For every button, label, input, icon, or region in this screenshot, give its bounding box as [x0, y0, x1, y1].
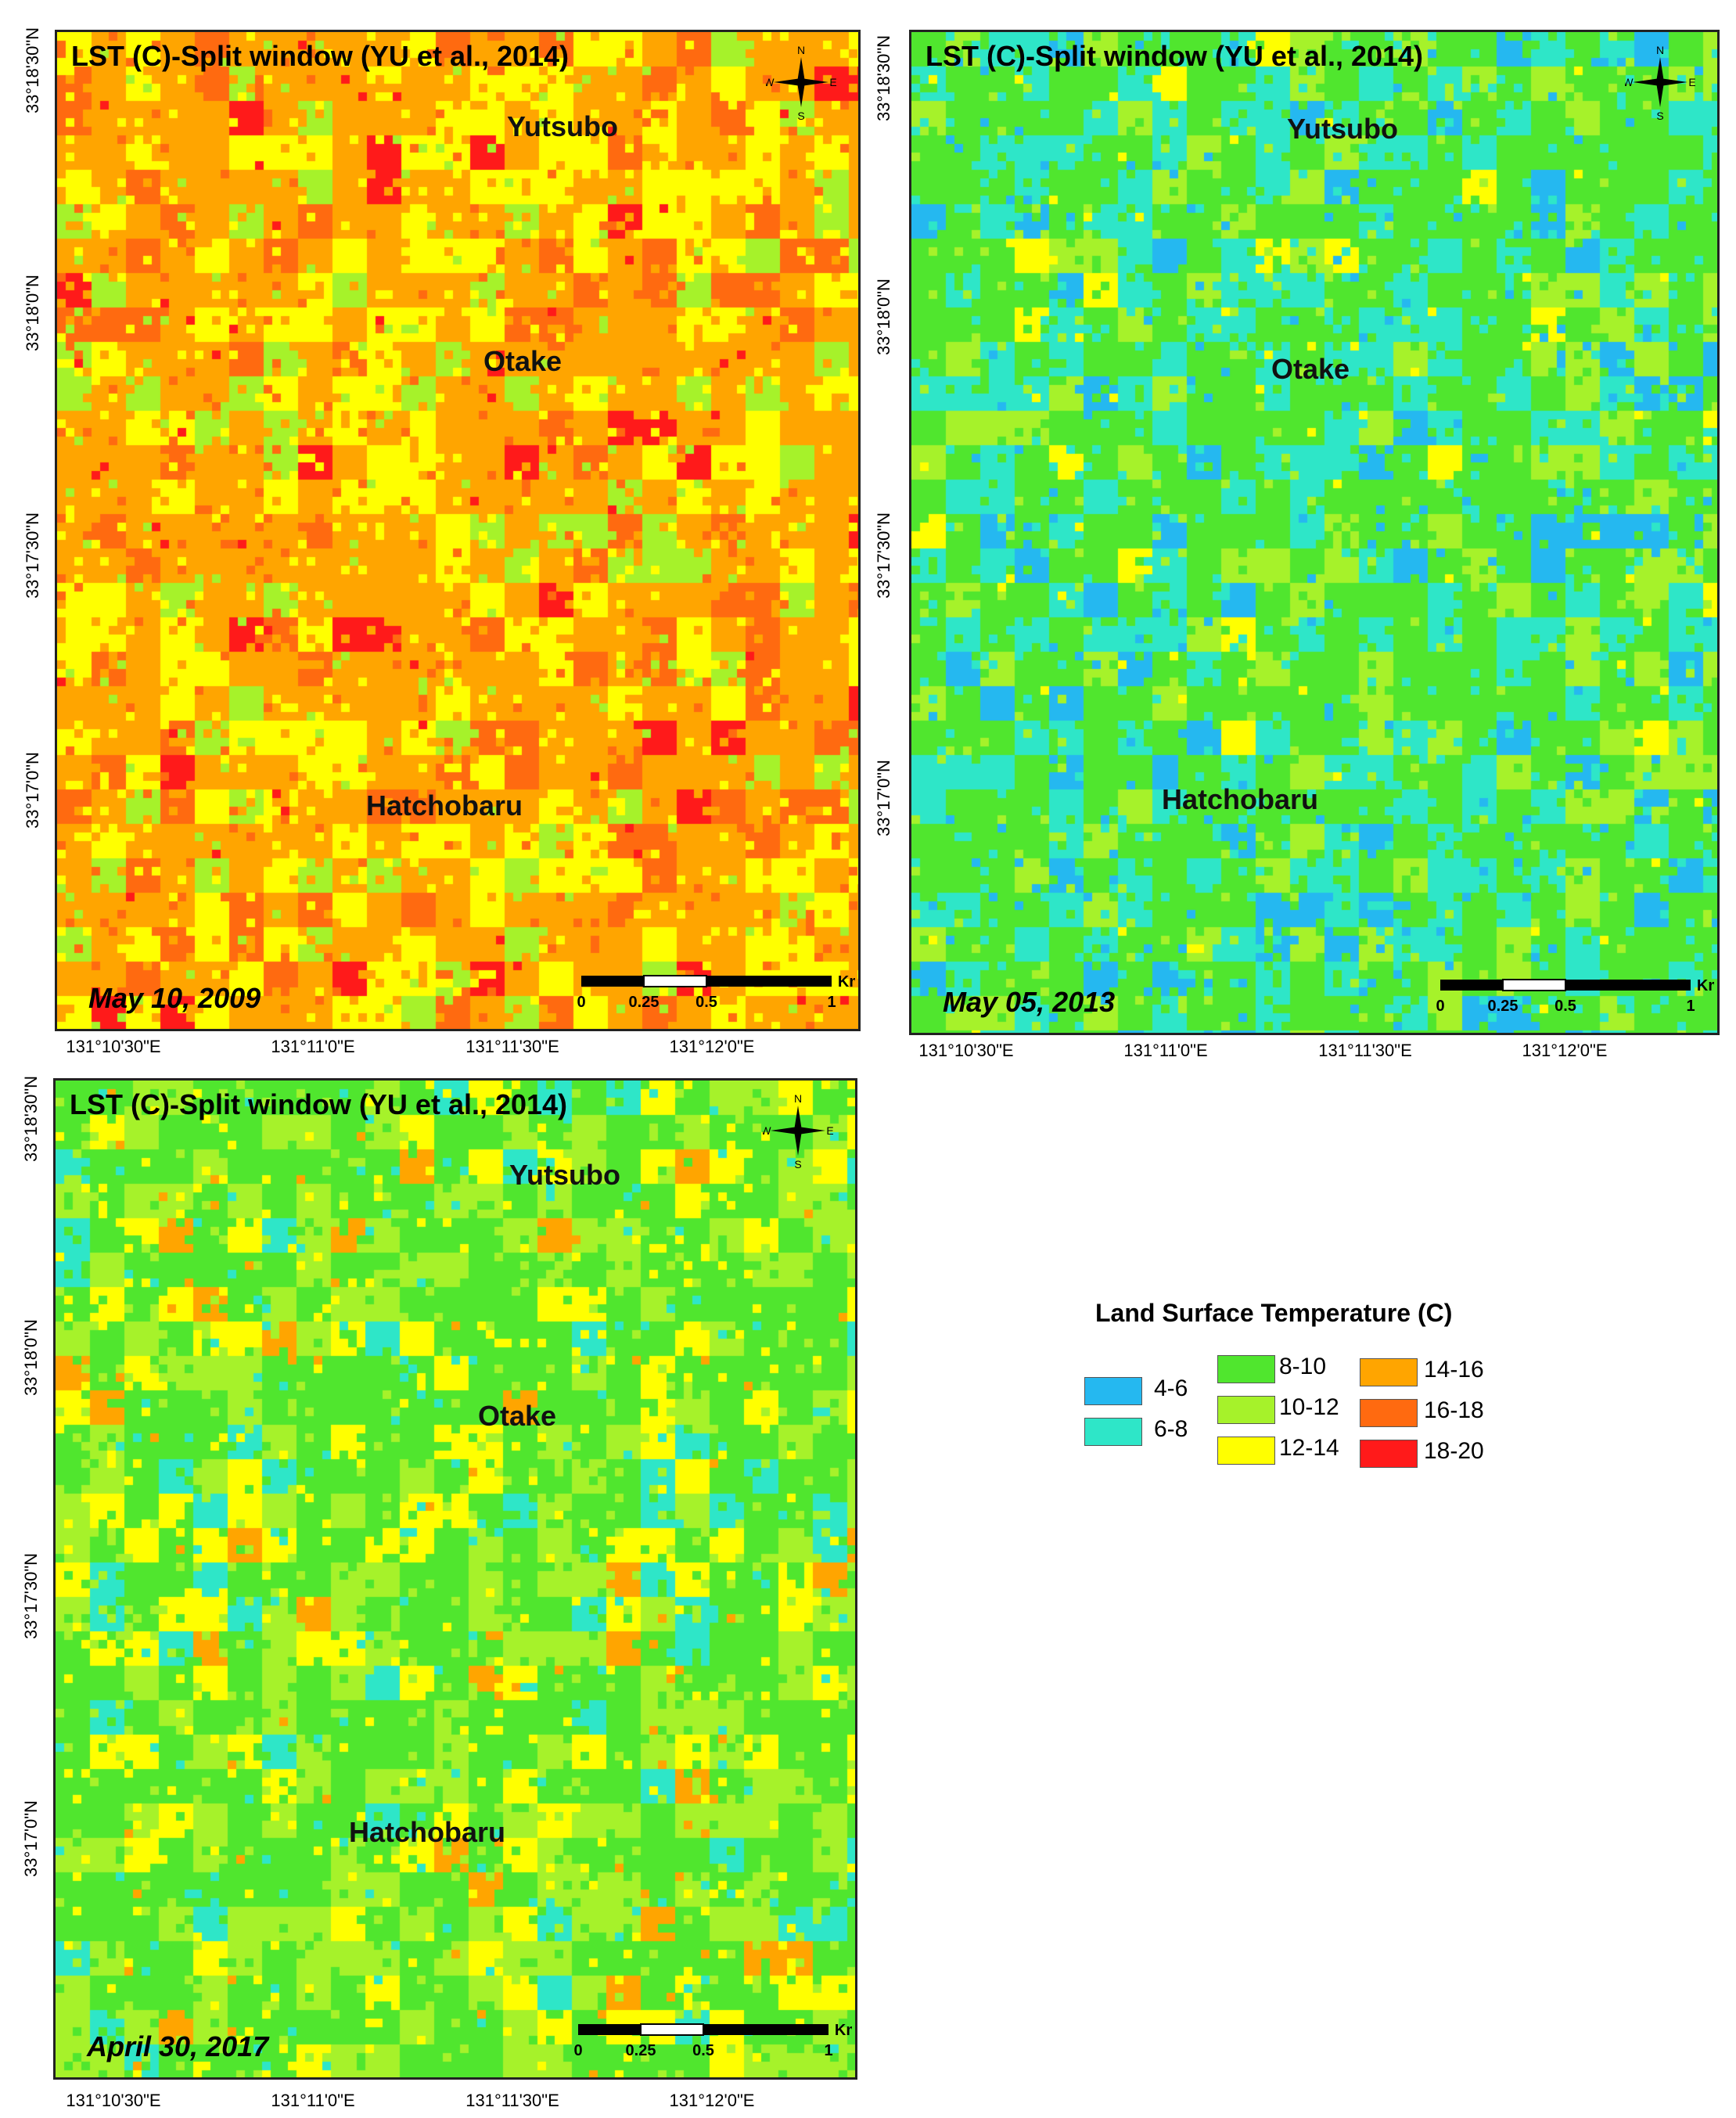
place-otake: Otake: [478, 1400, 557, 1432]
x-tick-label: 131°11'0"E: [271, 2091, 355, 2110]
legend-swatch-18-20: [1360, 1440, 1418, 1468]
y-tick-label: 33°17'0"N: [874, 760, 893, 836]
scale-label-2: 0.5: [692, 2042, 714, 2059]
compass-e: E: [826, 1124, 833, 1137]
y-tick-label: 33°17'0"N: [21, 1800, 41, 1877]
compass-s: S: [794, 1158, 801, 1170]
y-tick-label: 33°18'0"N: [874, 279, 893, 355]
legend-title: Land Surface Temperature (C): [1095, 1299, 1453, 1327]
map-panel-2013: LST (C)-Split window (YU et al., 2014) N…: [868, 0, 1736, 1060]
x-tick-label: 131°11'30"E: [465, 1037, 559, 1056]
legend-label: 10-12: [1279, 1394, 1339, 1420]
legend-label: 6-8: [1154, 1416, 1188, 1442]
scale-label-0: 0: [573, 2042, 582, 2059]
x-tick-label: 131°12'0"E: [669, 1037, 755, 1056]
y-tick-label: 33°17'30"N: [23, 512, 42, 599]
scale-label-3: 1: [827, 994, 836, 1011]
map-panel-2017: LST (C)-Split window (YU et al., 2014) N…: [0, 1064, 868, 2118]
y-tick-label: 33°18'30"N: [21, 1075, 41, 1163]
legend-label: 4-6: [1154, 1375, 1188, 1401]
map-frame: LST (C)-Split window (YU et al., 2014) N…: [53, 1078, 857, 2080]
map-date: May 10, 2009: [88, 982, 261, 1014]
legend-label: 14-16: [1424, 1357, 1484, 1383]
north-arrow-icon: N S W E: [763, 1092, 833, 1170]
place-otake: Otake: [483, 345, 562, 377]
scale-bar: 0 0.25 0.5 1 Km: [573, 2022, 852, 2059]
place-hatchobaru: Hatchobaru: [1162, 783, 1319, 815]
compass-e: E: [829, 76, 836, 88]
legend-swatch-12-14: [1217, 1437, 1275, 1465]
x-tick-label: 131°11'0"E: [1123, 1041, 1208, 1060]
panel-title: LST (C)-Split window (YU et al., 2014): [926, 40, 1424, 72]
north-arrow-icon: N S W E: [766, 44, 836, 121]
scale-label-0: 0: [1436, 998, 1444, 1015]
x-tick-label: 131°10'30"E: [66, 1037, 161, 1056]
place-otake: Otake: [1271, 353, 1350, 385]
place-hatchobaru: Hatchobaru: [349, 1816, 506, 1848]
scale-bar: 0 0.25 0.5 1 Km: [577, 973, 855, 1011]
compass-w: W: [766, 76, 775, 88]
legend-swatch-6-8: [1084, 1418, 1142, 1446]
map-panel-2009: LST (C)-Split window (YU et al., 2014) N…: [0, 0, 868, 1056]
y-tick-label: 33°18'30"N: [874, 34, 893, 122]
y-tick-label: 33°18'0"N: [21, 1319, 41, 1396]
x-tick-label: 131°12'0"E: [1522, 1041, 1608, 1060]
map-frame: LST (C)-Split window (YU et al., 2014) N…: [55, 30, 861, 1031]
compass-n: N: [794, 1092, 802, 1105]
scale-label-3: 1: [824, 2042, 832, 2059]
y-tick-label: 33°18'0"N: [23, 275, 42, 351]
scale-bar: 0 0.25 0.5 1 Km: [1436, 977, 1714, 1015]
map-date: April 30, 2017: [87, 2030, 269, 2062]
y-tick-label: 33°18'30"N: [23, 27, 42, 114]
scale-unit: Km: [838, 973, 855, 991]
y-tick-label: 33°17'0"N: [23, 752, 42, 829]
place-yutsubo: Yutsubo: [1287, 113, 1398, 145]
x-tick-label: 131°10'30"E: [66, 2091, 161, 2110]
compass-w: W: [1625, 76, 1634, 88]
lst-raster: [57, 32, 858, 1029]
legend-label: 8-10: [1279, 1354, 1327, 1379]
map-date: May 05, 2013: [943, 986, 1116, 1018]
compass-e: E: [1688, 76, 1695, 88]
scale-label-2: 0.5: [695, 994, 717, 1011]
panel-title: LST (C)-Split window (YU et al., 2014): [71, 40, 570, 72]
compass-w: W: [763, 1124, 771, 1137]
scale-unit: Km: [1697, 977, 1714, 994]
y-tick-label: 33°17'30"N: [874, 512, 893, 599]
place-yutsubo: Yutsubo: [507, 110, 618, 142]
compass-s: S: [1656, 110, 1663, 121]
lst-raster: [56, 1081, 855, 2077]
scale-label-1: 0.25: [629, 994, 660, 1011]
legend: Land Surface Temperature (C) 4-6 6-8 8-1…: [1041, 1291, 1526, 1526]
legend-swatch-8-10: [1217, 1355, 1275, 1383]
legend-swatch-16-18: [1360, 1399, 1418, 1427]
lst-raster: [911, 32, 1717, 1033]
panel-title: LST (C)-Split window (YU et al., 2014): [70, 1088, 568, 1120]
legend-swatch-4-6: [1084, 1377, 1142, 1405]
x-tick-label: 131°11'0"E: [271, 1037, 355, 1056]
legend-swatch-14-16: [1360, 1358, 1418, 1386]
x-tick-label: 131°11'30"E: [1318, 1041, 1412, 1060]
legend-label: 12-14: [1279, 1435, 1339, 1461]
place-hatchobaru: Hatchobaru: [366, 789, 523, 822]
legend-label: 18-20: [1424, 1438, 1484, 1464]
compass-s: S: [797, 110, 804, 121]
legend-swatch-10-12: [1217, 1396, 1275, 1424]
x-tick-label: 131°10'30"E: [918, 1041, 1014, 1060]
compass-n: N: [797, 44, 805, 56]
scale-label-0: 0: [577, 994, 585, 1011]
map-frame: LST (C)-Split window (YU et al., 2014) N…: [909, 30, 1720, 1035]
north-arrow-icon: N S W E: [1625, 44, 1695, 121]
x-tick-label: 131°11'30"E: [465, 2091, 559, 2110]
compass-n: N: [1656, 44, 1664, 56]
legend-label: 16-18: [1424, 1397, 1484, 1423]
scale-label-3: 1: [1686, 998, 1695, 1015]
scale-unit: Km: [835, 2022, 852, 2039]
scale-label-2: 0.5: [1554, 998, 1576, 1015]
scale-label-1: 0.25: [1488, 998, 1519, 1015]
y-tick-label: 33°17'30"N: [21, 1552, 41, 1640]
x-tick-label: 131°12'0"E: [669, 2091, 755, 2110]
scale-label-1: 0.25: [626, 2042, 656, 2059]
place-yutsubo: Yutsubo: [509, 1159, 620, 1191]
